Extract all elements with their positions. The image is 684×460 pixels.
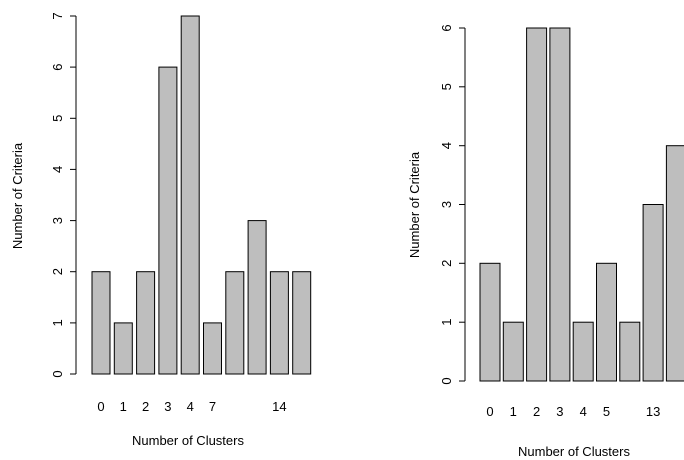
bar-5 bbox=[596, 262, 617, 382]
bar-2 bbox=[526, 27, 548, 382]
y-tick-label: 6 bbox=[50, 63, 65, 70]
bar-1 bbox=[113, 322, 133, 375]
y-tick-label: 6 bbox=[439, 24, 454, 31]
bar-3 bbox=[549, 27, 571, 382]
bar-7 bbox=[247, 220, 267, 375]
chart-right: 0 1 2 3 4 5 6 0 1 2 3 4 5 13 Number of Clusters Numb… bbox=[407, 24, 684, 459]
y-tick-label: 4 bbox=[50, 166, 65, 173]
x-tick-label: 2 bbox=[142, 399, 149, 414]
bar-9 bbox=[292, 271, 312, 375]
y-tick-label: 4 bbox=[439, 142, 454, 149]
y-tick-label: 0 bbox=[439, 377, 454, 384]
x-tick-label: 7 bbox=[209, 399, 216, 414]
y-tick-label: 2 bbox=[50, 268, 65, 275]
bar-5 bbox=[203, 322, 222, 375]
bar-4 bbox=[572, 321, 594, 382]
x-tick-label: 14 bbox=[272, 399, 286, 414]
bar-1 bbox=[502, 321, 524, 382]
bar-8 bbox=[665, 145, 684, 382]
x-tick-label: 3 bbox=[556, 404, 563, 419]
y-axis-title: Number of Criteria bbox=[407, 151, 422, 258]
x-tick-label: 1 bbox=[510, 404, 517, 419]
y-tick-label: 7 bbox=[50, 12, 65, 19]
x-axis-title: Number of Clusters bbox=[132, 433, 244, 448]
x-tick-label: 0 bbox=[486, 404, 493, 419]
bars-group bbox=[91, 15, 312, 375]
bar-0 bbox=[91, 271, 111, 375]
y-tick-label: 5 bbox=[50, 115, 65, 122]
bar-6 bbox=[619, 321, 641, 382]
bar-2 bbox=[136, 271, 156, 375]
bar-6 bbox=[225, 271, 245, 375]
y-tick-label: 3 bbox=[439, 201, 454, 208]
y-tick-label: 0 bbox=[50, 370, 65, 377]
y-tick-label: 3 bbox=[50, 217, 65, 224]
y-tick-label: 5 bbox=[439, 83, 454, 90]
y-tick-label: 1 bbox=[439, 319, 454, 326]
y-ticks-group: 0 1 2 3 4 5 6 7 bbox=[50, 12, 76, 378]
bar-3 bbox=[158, 66, 178, 375]
x-tick-label: 4 bbox=[580, 404, 587, 419]
y-ticks-group: 0 1 2 3 4 5 6 bbox=[439, 24, 465, 385]
bar-8 bbox=[269, 271, 289, 375]
x-tick-label: 13 bbox=[646, 404, 660, 419]
x-ticks-group: 0 1 2 3 4 7 14 bbox=[97, 399, 286, 414]
x-tick-label: 4 bbox=[187, 399, 194, 414]
bars-group bbox=[479, 27, 684, 382]
bar-7 bbox=[642, 204, 664, 382]
y-tick-label: 2 bbox=[439, 260, 454, 267]
x-tick-label: 3 bbox=[164, 399, 171, 414]
x-tick-label: 5 bbox=[603, 404, 610, 419]
x-tick-label: 0 bbox=[97, 399, 104, 414]
y-axis-title: Number of Criteria bbox=[10, 142, 25, 249]
x-tick-label: 1 bbox=[120, 399, 127, 414]
bar-4 bbox=[180, 15, 200, 375]
x-ticks-group: 0 1 2 3 4 5 13 bbox=[486, 404, 660, 419]
y-tick-label: 1 bbox=[50, 319, 65, 326]
x-axis-title: Number of Clusters bbox=[518, 444, 630, 459]
bar-0 bbox=[479, 262, 501, 382]
x-tick-label: 2 bbox=[533, 404, 540, 419]
